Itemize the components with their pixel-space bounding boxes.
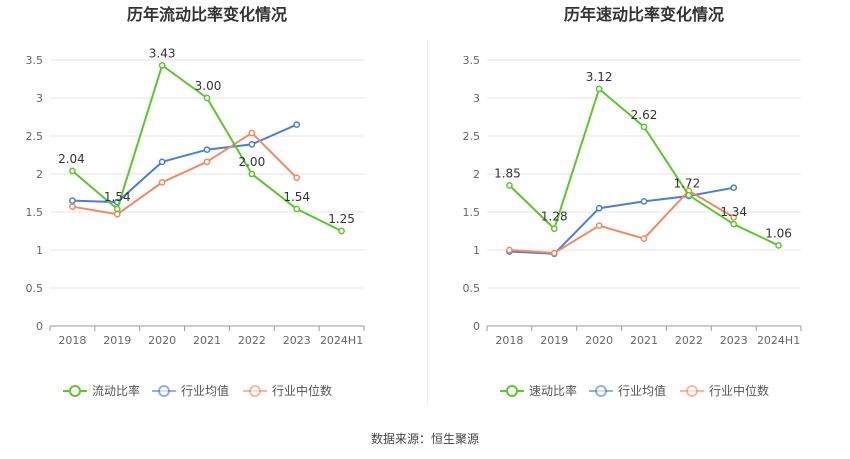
y-tick-label: 3 [36, 92, 43, 105]
data-label: 3.12 [586, 70, 613, 84]
current-ratio-chart: 历年流动比率变化情况 0 0.5 1 1.5 2 2.5 3 3.5 2018 2019 2020 20… [26, 5, 365, 398]
x-tick-label: 2020 [585, 334, 613, 347]
y-tick-label: 0.5 [463, 282, 481, 295]
x-tick-label: 2019 [103, 334, 131, 347]
legend-label-median: 行业中位数 [272, 383, 332, 398]
data-point-main [775, 242, 782, 249]
x-tick-label: 2020 [148, 334, 176, 347]
data-point-median [595, 222, 603, 230]
y-tick-label: 0 [36, 320, 43, 333]
data-label: 1.85 [494, 166, 521, 180]
data-point-avg [158, 158, 166, 166]
legend-marker-median [686, 385, 698, 397]
legend-label-median: 行业中位数 [709, 383, 769, 398]
y-tick-label: 3.5 [463, 54, 481, 67]
chart-divider [427, 40, 428, 405]
data-point-median [293, 174, 301, 182]
data-point-avg [69, 197, 76, 204]
data-label: 2.04 [58, 152, 85, 166]
legend-label-avg: 行业均值 [181, 383, 229, 398]
data-point-main [293, 205, 301, 213]
data-point-main [69, 167, 76, 175]
x-tick-label: 2024H1 [320, 334, 363, 347]
data-point-avg [293, 121, 301, 128]
x-tick-label: 2021 [630, 334, 658, 347]
data-label: 3.00 [195, 79, 222, 93]
y-tick-label: 1.5 [26, 206, 44, 219]
data-point-median [248, 129, 256, 137]
chart-title: 历年流动比率变化情况 [127, 5, 287, 24]
data-point-median [506, 246, 513, 254]
legend-marker-main [69, 385, 81, 397]
legend-label-main: 流动比率 [92, 383, 140, 398]
data-label: 1.28 [541, 210, 568, 224]
legend-marker-avg [158, 385, 170, 397]
data-point-main [550, 225, 558, 233]
x-tick-label: 2018 [58, 334, 86, 347]
data-label: 2.62 [631, 108, 658, 122]
legend-marker-main [506, 385, 518, 397]
data-point-median [203, 158, 211, 166]
data-point-median [640, 235, 648, 242]
data-point-median [69, 203, 76, 211]
data-point-avg [730, 184, 738, 192]
data-point-median [550, 249, 558, 257]
data-point-main [248, 170, 256, 178]
x-tick-label: 2023 [720, 334, 748, 347]
data-point-median [113, 210, 121, 218]
y-tick-label: 1 [473, 244, 480, 257]
legend-label-main: 速动比率 [529, 383, 577, 398]
data-point-main [595, 85, 603, 93]
y-tick-label: 1 [36, 244, 43, 257]
data-label: 1.34 [720, 205, 747, 219]
data-label: 1.72 [673, 176, 700, 190]
data-point-median [730, 213, 738, 221]
data-point-main [158, 61, 166, 69]
legend-marker-avg [595, 385, 607, 397]
data-point-main [685, 191, 693, 199]
data-label: 1.54 [283, 190, 310, 204]
y-tick-label: 1.5 [463, 206, 481, 219]
series-line-median [509, 189, 735, 255]
data-point-main [640, 123, 648, 131]
legend-marker-median [249, 385, 261, 397]
data-label: 1.06 [765, 226, 792, 240]
x-tick-label: 2022 [675, 334, 703, 347]
x-tick-label: 2023 [283, 334, 311, 347]
data-label: 2.00 [238, 155, 265, 169]
y-tick-label: 2 [473, 168, 480, 181]
data-point-main [113, 205, 121, 213]
y-tick-label: 2 [36, 168, 43, 181]
data-point-main [506, 182, 513, 189]
data-label: 3.43 [149, 46, 176, 60]
y-tick-label: 2.5 [26, 130, 44, 143]
x-tick-label: 2018 [495, 334, 523, 347]
y-tick-label: 2.5 [463, 130, 481, 143]
data-point-main [338, 227, 345, 235]
x-tick-label: 2024H1 [757, 334, 800, 347]
data-label: 1.25 [328, 212, 355, 226]
data-point-avg [203, 146, 211, 154]
data-point-median [158, 179, 166, 186]
data-point-avg [248, 141, 256, 148]
quick-ratio-chart: 历年速动比率变化情况 0 0.5 1 1.5 2 2.5 3 3.5 2018 2019 2020 20… [463, 5, 802, 398]
y-tick-label: 0 [473, 320, 480, 333]
data-point-main [730, 220, 738, 228]
x-tick-label: 2022 [238, 334, 266, 347]
data-label: 1.54 [104, 190, 131, 204]
x-tick-label: 2021 [193, 334, 221, 347]
legend-label-avg: 行业均值 [618, 383, 666, 398]
y-tick-label: 0.5 [26, 282, 44, 295]
y-tick-label: 3.5 [26, 54, 44, 67]
x-tick-label: 2019 [540, 334, 568, 347]
data-point-main [203, 94, 211, 102]
data-point-avg [595, 204, 603, 212]
series-line-median [72, 131, 298, 216]
data-source-label: 数据来源：恒生聚源 [370, 432, 479, 446]
data-point-avg [640, 198, 648, 205]
chart-title: 历年速动比率变化情况 [564, 5, 724, 24]
y-tick-label: 3 [473, 92, 480, 105]
